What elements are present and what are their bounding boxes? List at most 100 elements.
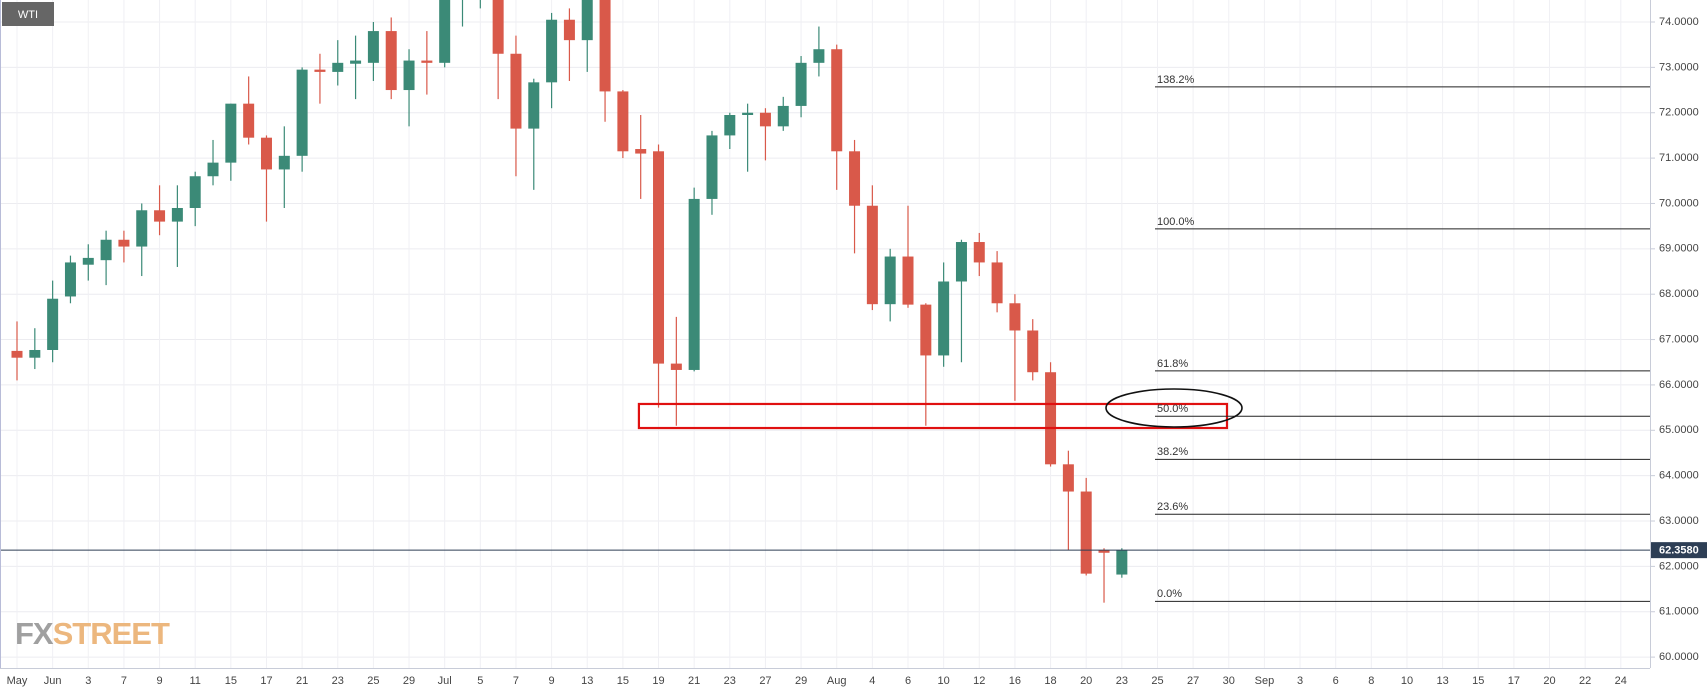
x-tick-label: 25: [367, 675, 379, 687]
y-tick-label: 68.0000: [1659, 288, 1699, 300]
candle-body: [332, 62, 344, 72]
y-tick-label: 71.0000: [1659, 152, 1699, 164]
x-tick-label: 5: [477, 675, 483, 687]
candle-body: [29, 349, 41, 358]
chart-title: WTI: [18, 9, 38, 21]
candle-body: [207, 162, 219, 177]
fib-level-label: 0.0%: [1157, 588, 1182, 600]
candle-body: [154, 210, 166, 222]
x-tick-label: 7: [121, 675, 127, 687]
x-tick-label: 9: [549, 675, 555, 687]
candle-body: [866, 205, 878, 305]
candle-body: [350, 60, 362, 64]
x-tick-label: 4: [869, 675, 875, 687]
candle-body: [510, 53, 522, 129]
candle-body: [118, 239, 130, 247]
fib-level-label: 23.6%: [1157, 501, 1188, 513]
x-tick-label: 17: [1508, 675, 1520, 687]
candle-body: [813, 49, 825, 63]
candle-body: [599, 0, 611, 92]
x-tick-label: 18: [1044, 675, 1056, 687]
candle-body: [920, 304, 932, 356]
x-tick-label: Jul: [438, 675, 452, 687]
x-tick-label: 3: [85, 675, 91, 687]
x-tick-label: 13: [1436, 675, 1448, 687]
x-tick-label: 25: [1151, 675, 1163, 687]
x-tick-label: 29: [795, 675, 807, 687]
fib-level-label: 38.2%: [1157, 446, 1188, 458]
candle-body: [136, 210, 148, 247]
candle-body: [849, 151, 861, 206]
y-tick-label: 66.0000: [1659, 379, 1699, 391]
y-tick-label: 60.0000: [1659, 651, 1699, 663]
y-tick-label: 64.0000: [1659, 470, 1699, 482]
candle-body: [1116, 550, 1128, 575]
candle-body: [385, 31, 397, 91]
candle-body: [260, 137, 272, 170]
x-tick-label: 13: [581, 675, 593, 687]
x-tick-label: 16: [1009, 675, 1021, 687]
x-tick-label: Sep: [1255, 675, 1275, 687]
candle-body: [64, 262, 76, 297]
last-price-tag: [1651, 542, 1707, 559]
candle-body: [795, 62, 807, 106]
y-tick-label: 67.0000: [1659, 333, 1699, 345]
plot-area: [0, 0, 1650, 603]
candle-body: [955, 242, 967, 282]
candle-body: [884, 256, 896, 305]
candle-body: [225, 103, 237, 163]
candle-body: [314, 69, 326, 72]
x-tick-label: 15: [617, 675, 629, 687]
candle-body: [100, 239, 112, 261]
x-tick-label: 20: [1080, 675, 1092, 687]
y-tick-label: 72.0000: [1659, 107, 1699, 119]
x-tick-label: 17: [260, 675, 272, 687]
candle-body: [777, 105, 789, 127]
candle-body: [47, 298, 59, 350]
x-tick-label: 15: [225, 675, 237, 687]
candle-body: [189, 176, 201, 208]
x-tick-label: Jun: [44, 675, 62, 687]
y-tick-label: 65.0000: [1659, 424, 1699, 436]
x-tick-label: 8: [1368, 675, 1374, 687]
candle-body: [991, 262, 1003, 304]
candle-body: [670, 363, 682, 370]
candle-body: [1062, 464, 1074, 492]
x-tick-label: Aug: [827, 675, 847, 687]
x-tick-label: 22: [1579, 675, 1591, 687]
candle-body: [171, 207, 183, 222]
x-tick-label: 9: [156, 675, 162, 687]
x-tick-label: 23: [1116, 675, 1128, 687]
candle-body: [759, 112, 771, 127]
candle-body: [546, 19, 558, 83]
fib-level-label: 61.8%: [1157, 358, 1188, 370]
watermark: FXSTREET: [15, 616, 170, 651]
x-tick-label: 6: [905, 675, 911, 687]
candle-body: [439, 0, 451, 63]
candle-body: [706, 135, 718, 199]
x-tick-label: 30: [1223, 675, 1235, 687]
watermark-fx: FX: [15, 616, 54, 651]
fib-level-label: 50.0%: [1157, 403, 1188, 415]
y-tick-label: 70.0000: [1659, 197, 1699, 209]
candle-body: [492, 0, 504, 54]
candle-body: [1080, 491, 1092, 574]
y-tick-label: 62.0000: [1659, 560, 1699, 572]
x-tick-label: 24: [1615, 675, 1627, 687]
candle-body: [11, 350, 23, 358]
candle-body: [831, 49, 843, 152]
grid: [0, 0, 1650, 668]
x-tick-label: 3: [1297, 675, 1303, 687]
title-badge: [2, 2, 54, 26]
x-tick-label: 15: [1472, 675, 1484, 687]
x-tick-label: May: [7, 675, 28, 687]
candle-body: [742, 112, 754, 116]
candle-body: [1045, 372, 1057, 465]
candle-body: [973, 242, 985, 263]
x-tick-label: 11: [189, 675, 200, 687]
x-tick-label: 21: [296, 675, 308, 687]
x-tick-label: 12: [973, 675, 985, 687]
